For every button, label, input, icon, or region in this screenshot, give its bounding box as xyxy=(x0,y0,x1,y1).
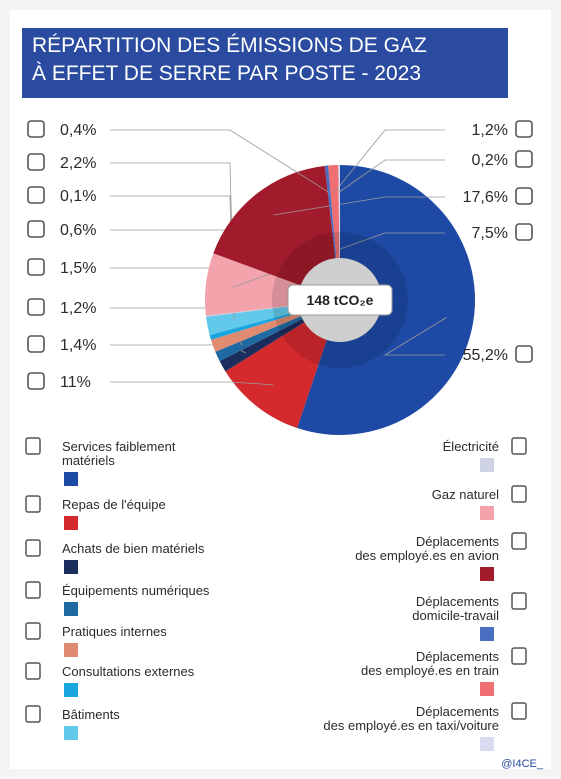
legend-icon xyxy=(25,662,41,680)
center-box xyxy=(287,284,393,316)
slice xyxy=(215,316,303,362)
leader-line xyxy=(334,129,445,193)
slice xyxy=(206,305,300,335)
legend-label: Bâtiments xyxy=(62,707,120,722)
icon xyxy=(515,120,533,138)
value-label: 2,2% xyxy=(60,155,96,172)
legend-label: Déplacements des employé.es en avion xyxy=(355,534,499,563)
legend-icon xyxy=(25,581,41,599)
value-label: 1,5% xyxy=(60,260,96,277)
leader-line xyxy=(339,159,445,193)
value-label: 17,6% xyxy=(463,189,508,206)
value-label: 1,4% xyxy=(60,337,96,354)
legend-icon xyxy=(511,485,527,503)
legend-label: Pratiques internes xyxy=(62,624,167,639)
icon xyxy=(515,187,533,205)
value-label: 55,2% xyxy=(463,347,508,364)
value-label: 0,1% xyxy=(60,188,96,205)
icon xyxy=(27,220,45,238)
slice xyxy=(219,318,305,372)
value-label: 1,2% xyxy=(472,122,508,139)
icon xyxy=(27,335,45,353)
credit: @I4CE_ xyxy=(501,758,543,770)
slice xyxy=(338,165,340,259)
value-label: 0,6% xyxy=(60,222,96,239)
legend-label: Déplacements des employé.es en taxi/voit… xyxy=(323,704,499,733)
legend-label: Gaz naturel xyxy=(431,487,499,502)
legend-icon xyxy=(25,622,41,640)
icon xyxy=(515,223,533,241)
leader-line xyxy=(110,129,330,193)
legend-label: Consultations externes xyxy=(62,664,195,679)
slice xyxy=(324,165,337,259)
legend-swatch xyxy=(64,516,78,530)
icon xyxy=(27,298,45,316)
leader-line xyxy=(110,381,274,386)
leader-line xyxy=(383,317,447,356)
slice xyxy=(328,165,340,259)
legend-label: Services faiblement matériels xyxy=(62,439,176,468)
value-label: 0,2% xyxy=(472,152,508,169)
slice xyxy=(225,322,327,429)
legend-swatch xyxy=(480,627,494,641)
legend-swatch xyxy=(64,560,78,574)
slice xyxy=(209,310,300,340)
icon xyxy=(27,186,45,204)
legend-icon xyxy=(25,539,41,557)
icon xyxy=(27,153,45,171)
legend-icon xyxy=(25,495,41,513)
legend-label: Électricité xyxy=(442,439,499,454)
legend-swatch xyxy=(480,567,494,581)
legend-label: Déplacements des employé.es en train xyxy=(360,649,499,678)
legend-label: Équipements numériques xyxy=(62,583,210,598)
legend-icon xyxy=(511,647,527,665)
icon xyxy=(515,150,533,168)
legend-swatch xyxy=(480,458,494,472)
slice xyxy=(211,312,302,352)
legend-icon xyxy=(25,437,41,455)
value-label: 1,2% xyxy=(60,300,96,317)
chart-title: RÉPARTITION DES ÉMISSIONS DE GAZ À EFFET… xyxy=(22,28,508,98)
legend-swatch xyxy=(64,472,78,486)
value-label: 0,4% xyxy=(60,122,96,139)
legend-label: Achats de bien matériels xyxy=(62,541,205,556)
legend-icon xyxy=(511,592,527,610)
value-label: 11% xyxy=(60,374,91,391)
legend-swatch xyxy=(480,682,494,696)
legend-label: Déplacements domicile-travail xyxy=(412,594,499,623)
icon xyxy=(27,120,45,138)
legend-swatch xyxy=(64,726,78,740)
legend-swatch xyxy=(64,602,78,616)
legend-swatch xyxy=(64,643,78,657)
icon xyxy=(27,372,45,390)
legend-swatch xyxy=(64,683,78,697)
legend-icon xyxy=(511,532,527,550)
icon xyxy=(515,345,533,363)
icon xyxy=(27,258,45,276)
legend-icon xyxy=(511,437,527,455)
value-label: 7,5% xyxy=(472,225,508,242)
leader-line xyxy=(273,196,445,216)
legend-swatch xyxy=(480,737,494,751)
slice xyxy=(205,304,299,317)
slice xyxy=(213,165,336,286)
legend-icon xyxy=(25,705,41,723)
legend-icon xyxy=(511,702,527,720)
legend-swatch xyxy=(480,506,494,520)
slice xyxy=(205,253,301,316)
center-label: 148 tCO₂e xyxy=(307,292,374,308)
legend-label: Repas de l'équipe xyxy=(62,497,166,512)
